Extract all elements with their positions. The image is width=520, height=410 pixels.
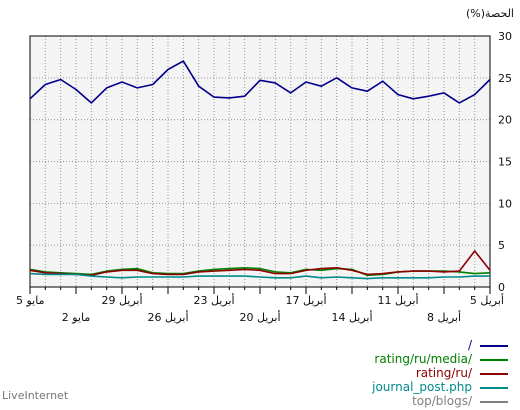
y-tick-label: 30 [498, 30, 512, 43]
axes: 0 5 10 15 20 25 30 5 أبريل 8 أبريل 11 أبريل 14 أبر… [16, 30, 512, 324]
brand-label: LiveInternet [2, 389, 69, 402]
legend-label: / [467, 338, 472, 352]
legend-item: top/blogs/ [252, 394, 512, 410]
series-line [29, 272, 490, 280]
series-group [29, 60, 491, 280]
x-tick-label: 11 أبريل [377, 293, 418, 307]
legend-item: journal_post.php [252, 380, 512, 396]
plot-background [30, 36, 490, 287]
legend-item: rating/ru/ [252, 366, 512, 382]
y-tick-label: 0 [498, 281, 505, 294]
y-tick-label: 5 [498, 239, 505, 252]
series-line [29, 250, 491, 277]
y-tick-label: 10 [498, 197, 512, 210]
legend-swatch [480, 401, 508, 403]
x-tick-label: 8 أبريل [427, 310, 461, 324]
x-tick-label: 14 أبريل [331, 310, 372, 324]
x-tick-label: 5 أبريل [470, 293, 504, 307]
x-tick-label: 2 مايو [62, 311, 91, 324]
series-line [29, 60, 491, 104]
legend-label: journal_post.php [372, 380, 472, 394]
y-axis-label: (%)الحصة [466, 7, 514, 20]
x-tick-label: 17 أبريل [285, 293, 326, 307]
x-tick-label: 26 أبريل [147, 310, 188, 324]
y-tick-label: 25 [498, 72, 512, 85]
x-tick-label: 5 مايو [16, 294, 45, 307]
x-tick-label: 20 أبريل [239, 310, 280, 324]
y-tick-label: 15 [498, 156, 512, 169]
legend-swatch [480, 345, 508, 347]
legend-label: rating/ru/media/ [374, 352, 472, 366]
x-tick-label: 29 أبريل [101, 293, 142, 307]
legend-swatch [480, 359, 508, 361]
legend-label: top/blogs/ [412, 394, 472, 408]
legend-label: rating/ru/ [415, 366, 472, 380]
legend-item: rating/ru/media/ [252, 352, 512, 368]
legend-swatch [480, 387, 508, 389]
legend-swatch [480, 373, 508, 375]
y-tick-label: 20 [498, 114, 512, 127]
x-tick-label: 23 أبريل [193, 293, 234, 307]
legend-item: / [252, 338, 512, 354]
